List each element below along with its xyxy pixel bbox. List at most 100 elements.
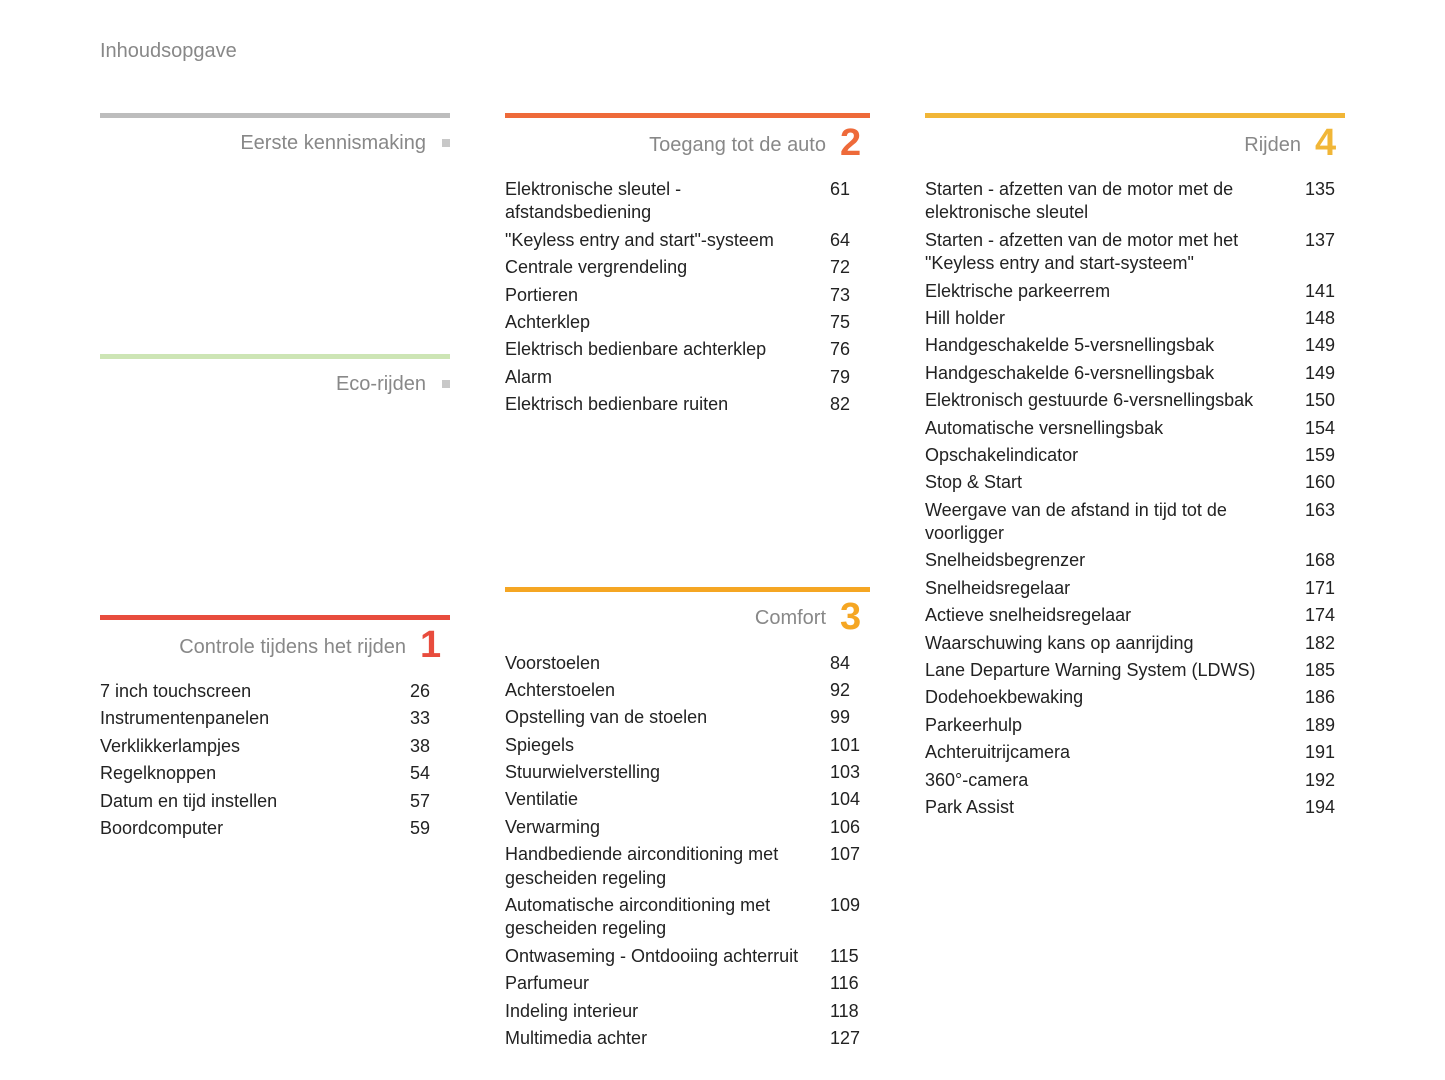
section-title: Eco-rijden [100, 373, 426, 396]
section-number: 1 [420, 626, 450, 664]
toc-entry: Lane Departure Warning System (LDWS)185 [925, 659, 1345, 682]
toc-entry: Hill holder148 [925, 307, 1345, 330]
toc-entry: Datum en tijd instellen57 [100, 790, 450, 813]
column-right: Rijden 4 Starten - afzetten van de motor… [925, 113, 1345, 1080]
toc-entry-label: Regelknoppen [100, 762, 410, 785]
toc-entry-page: 79 [830, 366, 870, 389]
section-header: Toegang tot de auto 2 [505, 126, 870, 164]
toc-entry: Elektrische parkeerrem141 [925, 280, 1345, 303]
toc-entry: Portieren73 [505, 284, 870, 307]
toc-entry-page: 118 [830, 1000, 870, 1023]
toc-entry-page: 103 [830, 761, 870, 784]
toc-entry: Handgeschakelde 5-versnellingsbak149 [925, 334, 1345, 357]
toc-entry-page: 72 [830, 256, 870, 279]
toc-entry-page: 127 [830, 1027, 870, 1050]
toc-entry-label: Weergave van de afstand in tijd tot de v… [925, 499, 1305, 546]
toc-entry: Snelheidsbegrenzer168 [925, 549, 1345, 572]
section-entries: Starten - afzetten van de motor met de e… [925, 178, 1345, 819]
toc-entry: Indeling interieur118 [505, 1000, 870, 1023]
toc-entry-label: Portieren [505, 284, 830, 307]
toc-entry: Achterstoelen92 [505, 679, 870, 702]
section-number: 3 [840, 598, 870, 636]
toc-entry-label: Dodehoekbewaking [925, 686, 1305, 709]
toc-entry-page: 33 [410, 707, 450, 730]
toc-entry: Regelknoppen54 [100, 762, 450, 785]
toc-entry-label: Boordcomputer [100, 817, 410, 840]
toc-entry: Achteruitrijcamera191 [925, 741, 1345, 764]
toc-entry: Snelheidsregelaar171 [925, 577, 1345, 600]
toc-entry: Automatische versnellingsbak154 [925, 417, 1345, 440]
section-eco-rijden: Eco-rijden [100, 354, 450, 415]
section-title: Controle tijdens het rijden [100, 636, 406, 659]
toc-entry-page: 149 [1305, 362, 1345, 385]
toc-entry-page: 194 [1305, 796, 1345, 819]
toc-entry-page: 135 [1305, 178, 1345, 201]
toc-entry-label: Centrale vergrendeling [505, 256, 830, 279]
toc-entry-label: Spiegels [505, 734, 830, 757]
toc-entry: Starten - afzetten van de motor met de e… [925, 178, 1345, 225]
toc-entry-label: Parkeerhulp [925, 714, 1305, 737]
toc-entry: 7 inch touchscreen26 [100, 680, 450, 703]
toc-entry: Elektronisch gestuurde 6-versnellingsbak… [925, 389, 1345, 412]
toc-entry-label: Ventilatie [505, 788, 830, 811]
toc-entry-page: 185 [1305, 659, 1345, 682]
toc-entry-page: 141 [1305, 280, 1345, 303]
toc-entry-page: 163 [1305, 499, 1345, 522]
toc-entry: Stop & Start160 [925, 471, 1345, 494]
toc-entry-page: 61 [830, 178, 870, 201]
toc-entry-label: Elektrische parkeerrem [925, 280, 1305, 303]
section-entries: Elektronische sleutel - afstandsbedienin… [505, 178, 870, 417]
toc-entry-label: Handgeschakelde 5-versnellingsbak [925, 334, 1305, 357]
toc-entry-label: Stuurwielverstelling [505, 761, 830, 784]
toc-entry-label: Elektronische sleutel - afstandsbedienin… [505, 178, 830, 225]
section-1: Controle tijdens het rijden 1 7 inch tou… [100, 615, 450, 840]
toc-entry: Actieve snelheidsregelaar174 [925, 604, 1345, 627]
toc-entry-page: 174 [1305, 604, 1345, 627]
section-header: Eco-rijden [100, 367, 450, 401]
toc-entry-label: Actieve snelheidsregelaar [925, 604, 1305, 627]
toc-entry: Multimedia achter127 [505, 1027, 870, 1050]
toc-entry-label: Datum en tijd instellen [100, 790, 410, 813]
toc-entry-label: Voorstoelen [505, 652, 830, 675]
toc-entry-label: Instrumentenpanelen [100, 707, 410, 730]
section-number: 2 [840, 124, 870, 162]
toc-entry: Dodehoekbewaking186 [925, 686, 1345, 709]
toc-entry-page: 109 [830, 894, 870, 917]
toc-entry-label: 7 inch touchscreen [100, 680, 410, 703]
section-rule [505, 113, 870, 118]
toc-entry: Alarm79 [505, 366, 870, 389]
toc-entry-label: "Keyless entry and start"-systeem [505, 229, 830, 252]
toc-entry-label: Multimedia achter [505, 1027, 830, 1050]
toc-entry: Parkeerhulp189 [925, 714, 1345, 737]
section-header: Comfort 3 [505, 600, 870, 638]
section-title: Eerste kennismaking [100, 132, 426, 155]
toc-entry-label: Verklikkerlampjes [100, 735, 410, 758]
toc-entry: Achterklep75 [505, 311, 870, 334]
section-header: Controle tijdens het rijden 1 [100, 628, 450, 666]
toc-entry-page: 182 [1305, 632, 1345, 655]
toc-entry: Opstelling van de stoelen99 [505, 706, 870, 729]
section-number: 4 [1315, 124, 1345, 162]
page-title: Inhoudsopgave [100, 40, 1350, 63]
toc-entry: 360°-camera192 [925, 769, 1345, 792]
toc-entry: Ventilatie104 [505, 788, 870, 811]
toc-entry-label: Stop & Start [925, 471, 1305, 494]
toc-entry-label: Handbediende airconditioning met geschei… [505, 843, 830, 890]
toc-entry-page: 84 [830, 652, 870, 675]
toc-entry: Stuurwielverstelling103 [505, 761, 870, 784]
column-middle: Toegang tot de auto 2 Elektronische sleu… [505, 113, 870, 1080]
toc-entry: Automatische airconditioning met geschei… [505, 894, 870, 941]
toc-entry-page: 159 [1305, 444, 1345, 467]
section-eerste-kennismaking: Eerste kennismaking [100, 113, 450, 174]
toc-entry: Parfumeur116 [505, 972, 870, 995]
toc-entry-label: 360°-camera [925, 769, 1305, 792]
toc-entry-label: Snelheidsregelaar [925, 577, 1305, 600]
toc-entry: Spiegels101 [505, 734, 870, 757]
toc-entry-label: Waarschuwing kans op aanrijding [925, 632, 1305, 655]
toc-entry-label: Alarm [505, 366, 830, 389]
toc-entry-label: Snelheidsbegrenzer [925, 549, 1305, 572]
toc-entry: Starten - afzetten van de motor met het … [925, 229, 1345, 276]
toc-entry: Instrumentenpanelen33 [100, 707, 450, 730]
toc-entry-label: Indeling interieur [505, 1000, 830, 1023]
toc-entry-label: Starten - afzetten van de motor met de e… [925, 178, 1305, 225]
